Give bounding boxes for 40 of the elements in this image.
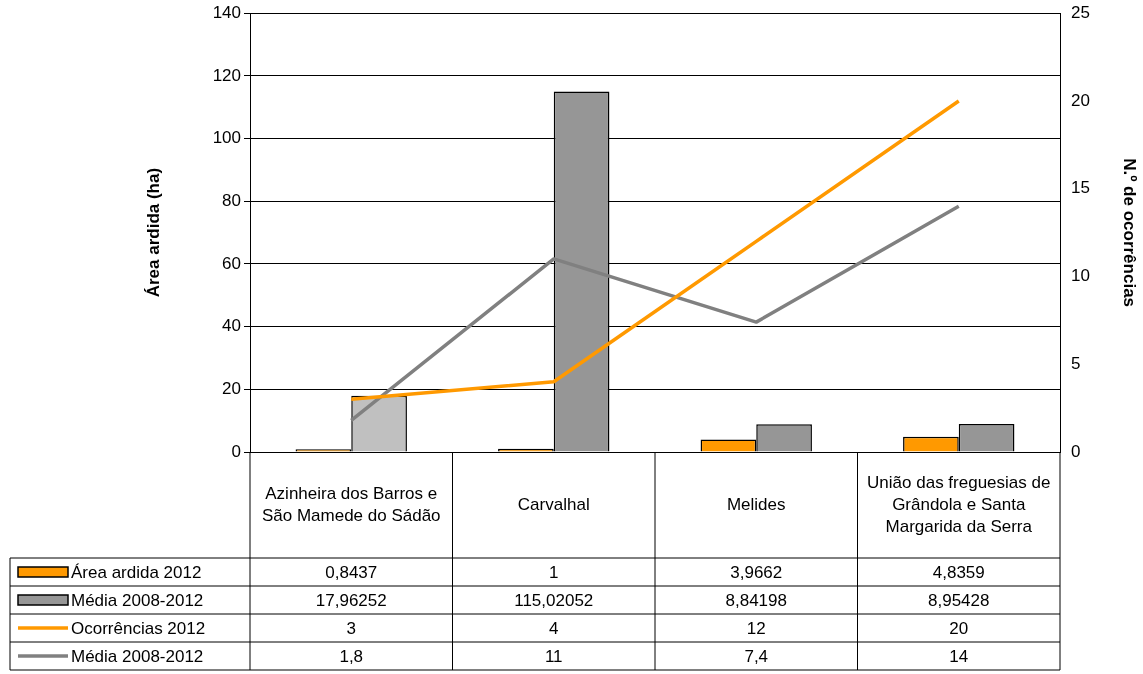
y2-tick-label: 20 xyxy=(1071,90,1090,110)
y-tick-label: 140 xyxy=(212,2,241,22)
y2-axis-title: N.º de ocorrências xyxy=(1120,158,1140,308)
y-tick-label: 100 xyxy=(212,128,241,148)
data-label: 7,4 xyxy=(744,646,769,666)
data-label: 8,95428 xyxy=(928,590,990,610)
legend-label: Área ardida 2012 xyxy=(71,562,202,582)
data-label: 4,8359 xyxy=(932,562,985,582)
x-tick-label: União das freguesias de Grândola e Santa Margarida da Serra xyxy=(867,472,1051,536)
legend-label: Média 2008-2012 xyxy=(71,646,204,666)
y-tick-label: 40 xyxy=(222,316,241,336)
legend-label: Ocorrências 2012 xyxy=(71,618,206,638)
y-tick-label: 120 xyxy=(212,65,241,85)
data-label: 0,8437 xyxy=(325,562,378,582)
data-label: 115,02052 xyxy=(514,590,594,610)
data-label: 14 xyxy=(949,646,969,666)
data-label: 8,84198 xyxy=(725,590,787,610)
y-axis-title: Área ardida (ha) xyxy=(143,167,163,298)
data-label: 4 xyxy=(549,618,559,638)
y2-tick-label: 25 xyxy=(1071,2,1090,22)
data-label: 17,96252 xyxy=(315,590,387,610)
data-label: 11 xyxy=(544,646,563,666)
data-label: 1,8 xyxy=(339,646,364,666)
data-label: 20 xyxy=(949,618,969,638)
y2-tick-label: 15 xyxy=(1071,178,1090,198)
x-tick-label: Azinheira dos Barros e São Mamede do Sádão xyxy=(261,483,441,525)
data-label: 3,9662 xyxy=(730,562,783,582)
legend-label: Média 2008-2012 xyxy=(71,590,204,610)
y-tick-label: 0 xyxy=(231,441,241,461)
x-tick-label: Melides xyxy=(726,494,786,514)
y2-tick-label: 0 xyxy=(1071,441,1081,461)
y2-tick-label: 10 xyxy=(1071,266,1090,286)
y-tick-label: 80 xyxy=(222,190,241,210)
data-label: 1 xyxy=(549,562,559,582)
data-label: 12 xyxy=(746,618,766,638)
y-tick-label: 60 xyxy=(222,253,241,273)
data-label: 3 xyxy=(346,618,356,638)
y-tick-label: 20 xyxy=(222,379,241,398)
y2-tick-label: 5 xyxy=(1071,353,1081,373)
x-tick-label: Carvalhal xyxy=(517,494,590,514)
